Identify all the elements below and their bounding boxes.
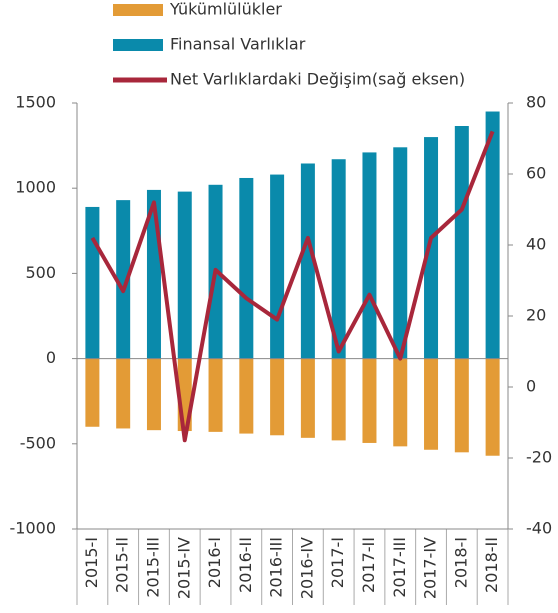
y-tick-label: 0 <box>46 348 56 367</box>
bar <box>85 358 100 427</box>
legend-label: Finansal Varlıklar <box>170 35 306 54</box>
bar <box>177 191 192 359</box>
x-tick-label: 2015-II <box>113 537 132 593</box>
y-tick-label: -500 <box>20 433 56 452</box>
bar <box>208 358 223 432</box>
bar <box>454 126 469 359</box>
x-tick-label: 2016-I <box>205 537 224 588</box>
x-tick-label: 2017-I <box>328 537 347 588</box>
bar <box>485 111 500 359</box>
legend-label: Net Varlıklardaki Değişim(sağ eksen) <box>170 70 465 89</box>
bar <box>270 174 285 359</box>
bar <box>393 147 408 359</box>
y2-tick-label: 40 <box>526 235 546 254</box>
bar <box>362 152 377 359</box>
x-tick-label: 2018-II <box>482 537 501 593</box>
bar <box>300 163 315 359</box>
bar <box>85 206 100 359</box>
x-tick-label: 2016-III <box>267 537 286 598</box>
y2-tick-label: 80 <box>526 93 546 112</box>
bar <box>116 358 131 429</box>
x-tick-label: 2015-III <box>143 537 162 598</box>
x-tick-label: 2015-I <box>82 537 101 588</box>
x-tick-label: 2017-IV <box>421 537 440 599</box>
bar <box>331 358 346 441</box>
y-tick-label: 500 <box>25 263 56 282</box>
x-tick-label: 2016-II <box>236 537 255 593</box>
y-tick-label: -1000 <box>10 519 57 538</box>
y2-tick-label: 20 <box>526 306 546 325</box>
y-tick-label: 1500 <box>15 93 56 112</box>
y2-tick-label: 0 <box>526 377 536 396</box>
bar <box>485 358 500 456</box>
y-tick-label: 1000 <box>15 178 56 197</box>
bar <box>454 358 469 453</box>
bar <box>239 358 254 434</box>
x-tick-label: 2018-I <box>451 537 470 588</box>
bar <box>239 177 254 359</box>
bar <box>393 358 408 447</box>
x-tick-label: 2016-IV <box>297 537 316 599</box>
bar <box>146 358 161 431</box>
line <box>90 130 495 443</box>
bar <box>331 159 346 359</box>
bar <box>362 358 377 443</box>
legend-swatch <box>113 39 163 51</box>
y2-tick-label: 60 <box>526 164 546 183</box>
bar <box>424 358 439 450</box>
bar <box>424 137 439 359</box>
legend-swatch <box>113 4 163 16</box>
bar <box>300 358 315 438</box>
legend-label: Yükümlülükler <box>169 0 282 19</box>
x-tick-label: 2017-II <box>359 537 378 593</box>
y2-tick-label: -40 <box>526 519 552 538</box>
bar <box>270 358 285 436</box>
y2-tick-label: -20 <box>526 448 552 467</box>
x-tick-label: 2015-IV <box>174 537 193 599</box>
x-tick-label: 2017-III <box>390 537 409 598</box>
bar <box>116 200 131 359</box>
